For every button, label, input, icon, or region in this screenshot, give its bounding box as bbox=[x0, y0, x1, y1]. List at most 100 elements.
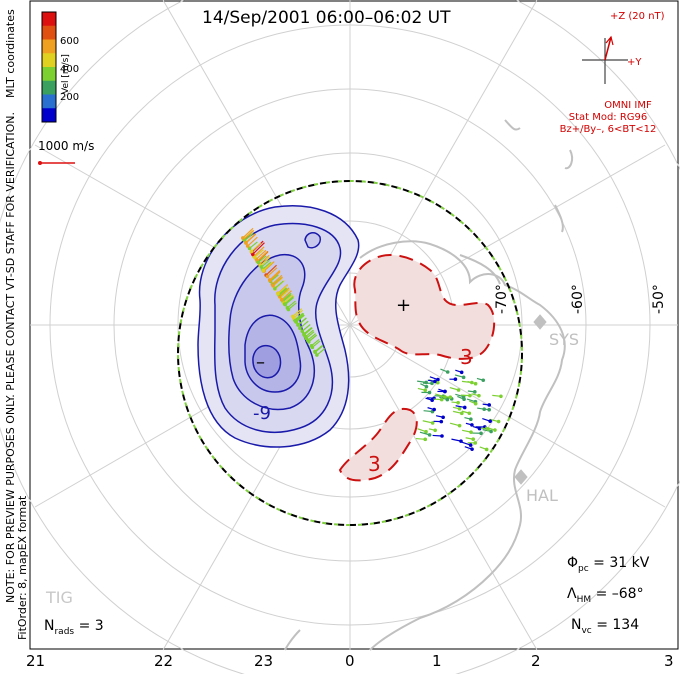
velocity-vector bbox=[293, 309, 303, 319]
lambda-hm-subscript: HM bbox=[576, 594, 592, 605]
velocity-vector-origin bbox=[441, 415, 445, 420]
velocity-vector-origin bbox=[261, 268, 265, 273]
radar-count: Nrads = 3 bbox=[44, 618, 104, 637]
negative-cell bbox=[197, 205, 360, 448]
velocity-vector-origin bbox=[282, 302, 287, 306]
hmb-latitude: ΛHM = –68° bbox=[567, 586, 644, 605]
station-hal-label: HAL bbox=[526, 486, 558, 505]
velocity-vector-origin bbox=[252, 255, 257, 260]
velocity-vector-origin bbox=[487, 403, 492, 407]
velocity-vector-origin bbox=[470, 423, 474, 427]
velocity-vector bbox=[252, 242, 265, 255]
velocity-vector-origin bbox=[487, 407, 491, 412]
velocity-colorbar bbox=[41, 11, 57, 123]
velocity-vector-origin bbox=[427, 433, 432, 437]
positive-cell-center-label: + bbox=[396, 295, 412, 316]
positive-cell bbox=[338, 253, 496, 482]
n-vc-value: = 134 bbox=[596, 617, 640, 633]
imf-dial bbox=[582, 35, 628, 84]
n-rads-subscript: rads bbox=[54, 626, 75, 637]
velocity-vector-origin bbox=[244, 240, 248, 245]
velocity-vector-origin bbox=[298, 326, 302, 331]
colorbar-segment bbox=[42, 80, 56, 95]
velocity-vector-origin bbox=[462, 405, 467, 410]
colorbar-segment bbox=[42, 108, 56, 123]
station-tig-label: TIG bbox=[46, 588, 73, 607]
velocity-vector bbox=[265, 264, 277, 276]
velocity-vector-origin bbox=[439, 397, 444, 402]
velocity-vector-origin bbox=[468, 443, 473, 447]
velocity-vector-origin bbox=[423, 388, 428, 392]
velocity-vector bbox=[244, 232, 254, 241]
velocity-vector-origin bbox=[443, 389, 447, 394]
colorbar-segment bbox=[42, 39, 56, 54]
vector-count: Nvc = 134 bbox=[571, 617, 639, 636]
colorbar-tick-200: 200 bbox=[60, 92, 80, 103]
mlt-label-1: 1 bbox=[432, 652, 442, 670]
mlt-label-3: 3 bbox=[664, 652, 674, 670]
velocity-vector-origin bbox=[479, 431, 483, 436]
velocity-vector-origin bbox=[436, 380, 440, 385]
velocity-vector-origin bbox=[424, 384, 429, 389]
velocity-vector bbox=[269, 270, 281, 281]
n-rads-value: = 3 bbox=[78, 618, 104, 634]
negative-contour-label: -9 bbox=[253, 403, 271, 424]
velocity-vector-origin bbox=[313, 350, 318, 354]
velocity-vector-origin bbox=[496, 419, 501, 424]
coastline bbox=[284, 119, 574, 651]
velocity-vector-origin bbox=[279, 297, 284, 302]
negative-cell-center-label: – bbox=[256, 352, 265, 373]
negative-contour-core bbox=[252, 344, 282, 379]
velocity-vector-origin bbox=[473, 381, 478, 386]
velocity-vector bbox=[243, 229, 255, 240]
velocity-vector-origin bbox=[459, 370, 464, 375]
velocity-vector-origin bbox=[468, 393, 472, 398]
velocity-vector-origin bbox=[493, 428, 497, 432]
velocity-vector bbox=[262, 262, 273, 271]
velocity-vector-origin bbox=[445, 397, 450, 402]
colorbar-tick-600: 600 bbox=[60, 36, 80, 47]
velocity-vector bbox=[255, 249, 267, 260]
fit-order-label: FitOrder: 8, mapEX format bbox=[16, 495, 29, 640]
velocity-vector-origin bbox=[265, 274, 270, 279]
velocity-vector bbox=[277, 285, 288, 295]
velocity-vector-origin bbox=[473, 390, 477, 394]
velocity-vector bbox=[282, 292, 292, 301]
velocity-vector-origin bbox=[439, 419, 444, 424]
velocity-vectors bbox=[241, 227, 503, 452]
velocity-vector-origin bbox=[469, 430, 473, 434]
coordinates-label: MLT coordinates bbox=[4, 9, 17, 98]
velocity-vector-origin bbox=[488, 419, 492, 423]
velocity-vector-origin bbox=[427, 390, 432, 395]
velocity-vector bbox=[271, 274, 283, 285]
velocity-vector-origin bbox=[460, 411, 464, 416]
velocity-vector bbox=[259, 256, 271, 267]
velocity-vector bbox=[272, 276, 283, 287]
phi-pc-symbol: Φ bbox=[567, 555, 579, 571]
imf-z-label: +Z (20 nT) bbox=[610, 11, 665, 22]
velocity-vector-origin bbox=[300, 329, 305, 333]
n-vc-symbol: N bbox=[571, 617, 582, 633]
velocity-vector-origin bbox=[276, 291, 280, 296]
velocity-vector-origin bbox=[267, 278, 272, 282]
colorbar-segment bbox=[42, 53, 56, 68]
mlt-meridians bbox=[30, 0, 678, 651]
lat-label-60: -60° bbox=[570, 284, 586, 314]
colorbar-segment bbox=[42, 67, 56, 82]
velocity-vector bbox=[299, 320, 309, 329]
velocity-vector-origin bbox=[306, 340, 311, 344]
velocity-vector bbox=[280, 288, 290, 299]
velocity-vector bbox=[284, 296, 294, 305]
velocity-vector-origin bbox=[456, 400, 460, 405]
velocity-vector-origin bbox=[457, 423, 462, 428]
velocity-vector bbox=[245, 233, 256, 244]
colorbar-segment bbox=[42, 25, 56, 40]
velocity-vector bbox=[250, 242, 262, 253]
velocity-vector-origin bbox=[467, 411, 472, 416]
velocity-vector bbox=[303, 327, 313, 336]
station-sys-marker bbox=[533, 314, 547, 330]
velocity-vector-origin bbox=[456, 388, 461, 392]
colorbar-segment bbox=[42, 12, 56, 27]
velocity-vector-origin bbox=[453, 377, 458, 382]
velocity-vector-origin bbox=[430, 421, 435, 425]
